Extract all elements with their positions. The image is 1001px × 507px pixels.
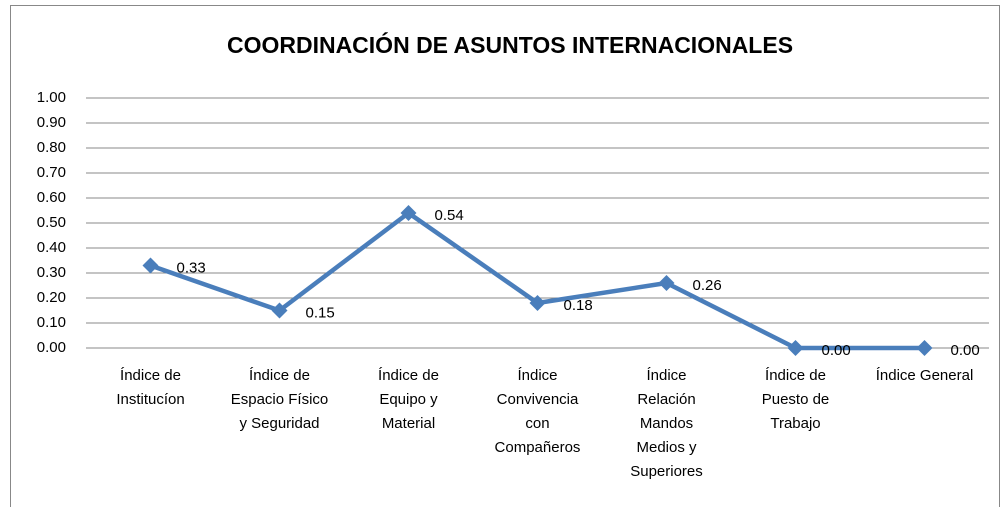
x-tick-label: Índice de Institucíon (116, 367, 184, 408)
y-tick-label: 0.80 (37, 139, 66, 156)
y-tick-label: 0.00 (37, 339, 66, 356)
data-label: 0.54 (435, 207, 464, 224)
x-tick-label: Índice de Espacio Físico y Seguridad (231, 367, 329, 432)
y-tick-label: 0.30 (37, 264, 66, 281)
chart-border (10, 5, 1000, 507)
data-label: 0.18 (564, 297, 593, 314)
x-tick-label: Índice Relación Mandos Medios y Superiores (630, 367, 703, 480)
y-tick-label: 0.40 (37, 239, 66, 256)
y-tick-label: 0.50 (37, 214, 66, 231)
x-tick-label: Índice General (876, 367, 974, 384)
y-tick-label: 1.00 (37, 89, 66, 106)
marker (142, 257, 159, 274)
y-tick-label: 0.60 (37, 189, 66, 206)
marker (529, 295, 546, 311)
marker (271, 302, 288, 319)
marker (658, 275, 675, 291)
x-tick-label: Índice de Puesto de Trabajo (762, 367, 830, 432)
marker (400, 205, 417, 221)
y-tick-label: 0.10 (37, 314, 66, 331)
y-tick-label: 0.70 (37, 164, 66, 181)
marker (787, 340, 804, 356)
marker (916, 340, 933, 356)
data-label: 0.00 (822, 342, 851, 359)
x-tick-label: Índice Convivencia con Compañeros (495, 367, 581, 456)
x-tick-label: Índice de Equipo y Material (378, 367, 439, 432)
chart-title: COORDINACIÓN DE ASUNTOS INTERNACIONALES (227, 31, 793, 58)
data-label: 0.00 (951, 342, 980, 359)
data-label: 0.33 (177, 259, 206, 276)
data-label: 0.26 (693, 277, 722, 294)
data-label: 0.15 (306, 304, 335, 321)
y-tick-label: 0.20 (37, 289, 66, 306)
y-tick-label: 0.90 (37, 114, 66, 131)
